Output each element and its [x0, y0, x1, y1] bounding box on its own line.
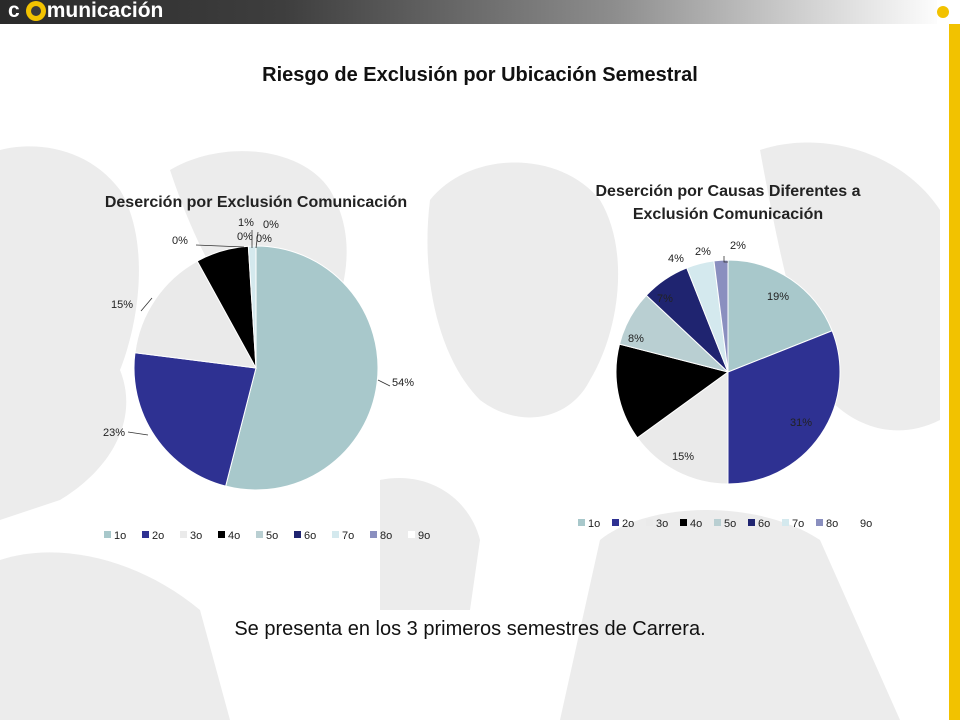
leader-line: [723, 256, 728, 263]
legend-swatch-5o: [256, 531, 263, 538]
legend-label-1o: 1o: [588, 518, 600, 530]
legend-label-1o: 1o: [114, 530, 126, 542]
data-label-2o: 23%: [103, 427, 125, 439]
accent-corner: [937, 0, 960, 24]
legend-swatch-9o: [850, 519, 857, 526]
legend-label-5o: 5o: [266, 530, 278, 542]
pie-slice-3o: [134, 260, 257, 369]
pie-slice-1o: [727, 259, 833, 373]
legend-swatch-9o: [408, 531, 415, 538]
data-label-2o: 31%: [790, 417, 812, 429]
legend-swatch-3o: [180, 531, 187, 538]
pie-slice-8o: [713, 259, 729, 373]
data-label-9o: 0%: [256, 233, 272, 245]
legend-label-3o: 3o: [190, 530, 202, 542]
legend-swatch-2o: [612, 519, 619, 526]
data-label-7o: 4%: [668, 253, 684, 265]
data-label-3o: 15%: [672, 451, 694, 463]
legend-swatch-6o: [294, 531, 301, 538]
leader-line: [127, 431, 149, 436]
data-label-8o: 2%: [695, 246, 711, 258]
pie-slice-2o: [133, 352, 257, 487]
header-gradient: [0, 0, 945, 24]
footer-caption: Se presenta en los 3 primeros semestres …: [234, 618, 706, 640]
legend-label-6o: 6o: [758, 518, 770, 530]
legend-swatch-1o: [104, 531, 111, 538]
legend-label-9o: 9o: [860, 518, 872, 530]
legend-swatch-2o: [142, 531, 149, 538]
data-label-7o: 1%: [238, 217, 254, 229]
pie-chart-2: Deserción por Causas Diferentes a Exclusi…: [578, 183, 872, 530]
legend-label-2o: 2o: [622, 518, 634, 530]
chart-legend: 1o 2o 3o 4o 5o 6o 7o 8o 9o: [578, 518, 872, 530]
leader-line: [377, 379, 391, 387]
data-label-3o: 15%: [111, 299, 133, 311]
legend-label-7o: 7o: [792, 518, 804, 530]
brand-logo: c municación: [8, 0, 164, 22]
pie-slice-2o: [727, 330, 841, 485]
data-label-6o: 7%: [657, 293, 673, 305]
data-label-1o: 54%: [392, 377, 414, 389]
legend-swatch-7o: [332, 531, 339, 538]
chart-title: Deserción por Exclusión Comunicación: [105, 194, 407, 211]
legend-swatch-7o: [782, 519, 789, 526]
data-label-9o: 2%: [730, 240, 746, 252]
header-bar: c municación: [0, 0, 960, 24]
data-label-8o: 0%: [263, 219, 279, 231]
pie-slice-4o: [615, 343, 730, 439]
legend-label-3o: 3o: [656, 518, 668, 530]
leader-line: [195, 244, 245, 248]
legend-swatch-8o: [816, 519, 823, 526]
data-label-5o: 8%: [628, 333, 644, 345]
legend-swatch-4o: [218, 531, 225, 538]
legend-label-8o: 8o: [380, 530, 392, 542]
chart-title: Exclusión Comunicación: [633, 206, 823, 223]
page-title: Riesgo de Exclusión por Ubicación Semest…: [262, 64, 698, 86]
legend-label-7o: 7o: [342, 530, 354, 542]
legend-swatch-1o: [578, 519, 585, 526]
legend-label-5o: 5o: [724, 518, 736, 530]
legend-swatch-6o: [748, 519, 755, 526]
chart-legend: 1o 2o 3o 4o 5o 6o 7o 8o 9o: [104, 530, 430, 542]
legend-label-4o: 4o: [690, 518, 702, 530]
legend-label-9o: 9o: [418, 530, 430, 542]
pie-chart-1: Deserción por Exclusión Comunicación 54% 2…: [103, 194, 430, 542]
legend-swatch-5o: [714, 519, 721, 526]
legend-label-4o: 4o: [228, 530, 240, 542]
pie-slice-1o: [225, 245, 379, 491]
legend-swatch-3o: [646, 519, 653, 526]
legend-label-8o: 8o: [826, 518, 838, 530]
legend-swatch-4o: [680, 519, 687, 526]
data-label-6o: 0%: [237, 231, 253, 243]
legend-label-2o: 2o: [152, 530, 164, 542]
pie-slice-3o: [636, 371, 729, 485]
data-label-5o: 0%: [172, 235, 188, 247]
data-label-1o: 19%: [767, 291, 789, 303]
legend-label-6o: 6o: [304, 530, 316, 542]
chart-title: Deserción por Causas Diferentes a: [596, 183, 861, 200]
leader-line: [140, 297, 153, 312]
accent-stripe: [949, 0, 960, 720]
legend-swatch-8o: [370, 531, 377, 538]
leader-line: [255, 231, 259, 249]
logo-ring-icon: [25, 1, 46, 21]
